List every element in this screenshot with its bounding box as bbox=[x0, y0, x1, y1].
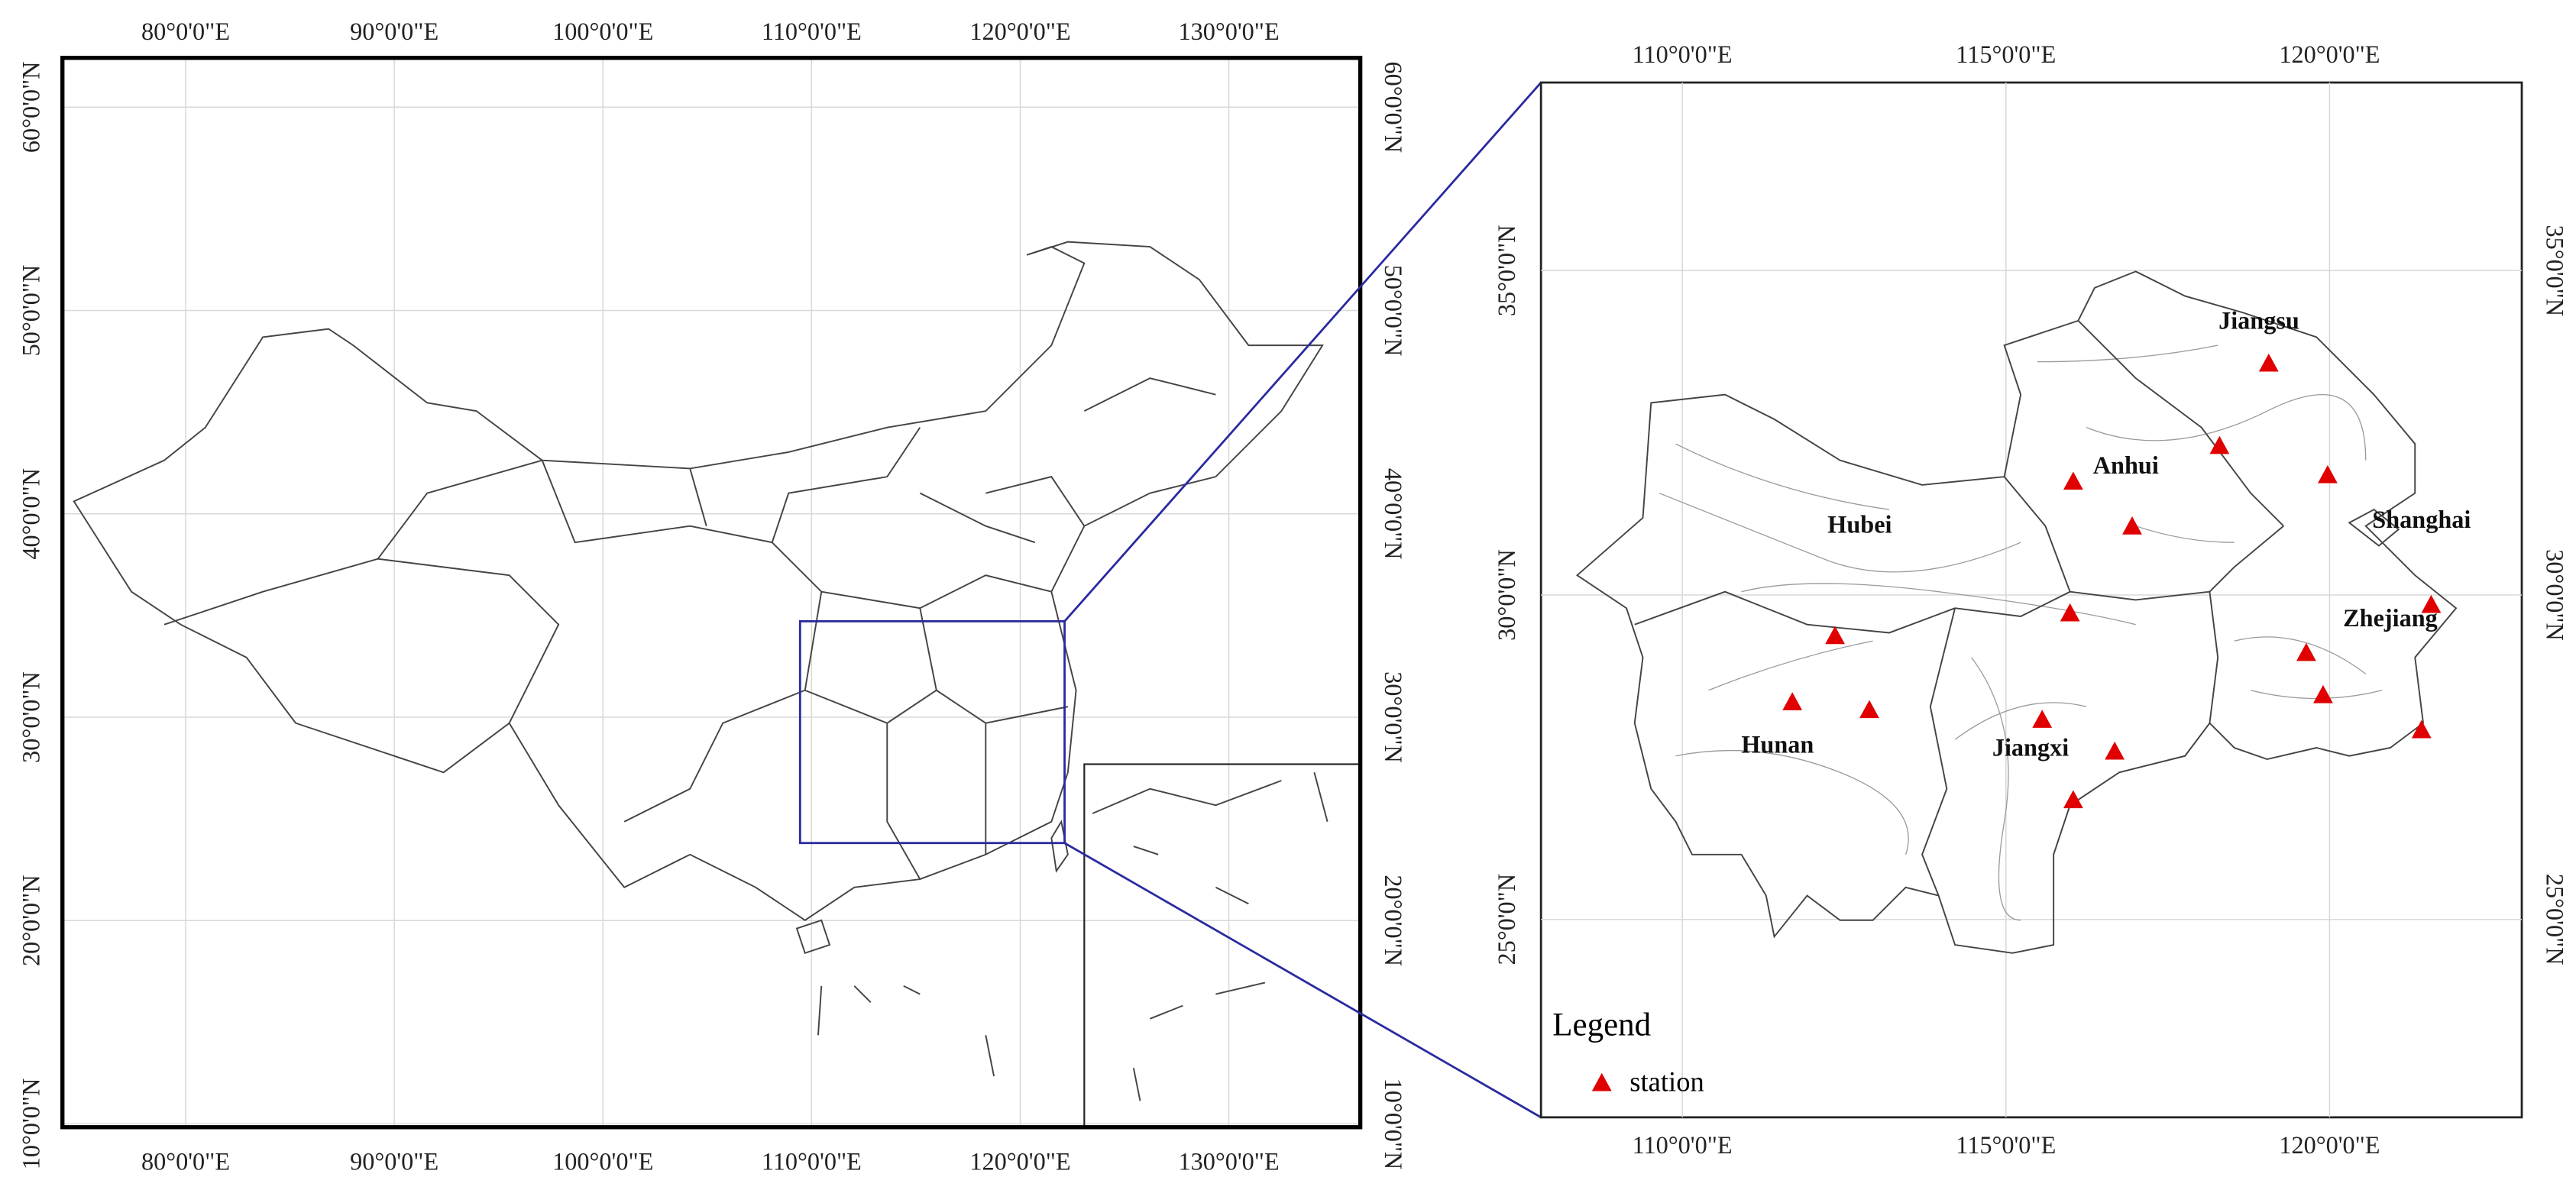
x-tick-label: 100°0'0"E bbox=[552, 18, 653, 45]
y-tick-label: 30°0'0"N bbox=[1380, 671, 1407, 763]
x-tick-label: 90°0'0"E bbox=[350, 18, 439, 45]
x-tick-label: 90°0'0"E bbox=[350, 1148, 439, 1175]
x-tick-label: 80°0'0"E bbox=[141, 18, 230, 45]
x-tick-label: 100°0'0"E bbox=[552, 1148, 653, 1175]
right-frame bbox=[1539, 81, 2523, 1119]
province-label: Jiangxi bbox=[1992, 734, 2069, 762]
station bbox=[2296, 642, 2316, 661]
inset-frame bbox=[1083, 763, 1361, 1128]
x-tick-label: 115°0'0"E bbox=[1956, 1131, 2056, 1159]
province-label: Zhejiang bbox=[2343, 604, 2438, 632]
y-tick-label: 25°0'0"N bbox=[2541, 874, 2568, 965]
province-label: Anhui bbox=[2093, 451, 2159, 479]
labels: 80°0'0"E 80°0'0"E 90°0'0"E 90°0'0"E 100°0'0"… bbox=[18, 18, 2569, 1175]
x-tick-label: 130°0'0"E bbox=[1178, 18, 1279, 45]
province-borders bbox=[1634, 320, 2400, 896]
x-tick-label: 110°0'0"E bbox=[1633, 40, 1733, 68]
legend-symbol bbox=[1591, 1072, 1612, 1091]
station bbox=[1782, 692, 1803, 710]
station bbox=[2122, 516, 2142, 535]
station bbox=[2105, 741, 2125, 760]
province-borders bbox=[163, 377, 1216, 880]
y-tick-label: 35°0'0"N bbox=[2541, 225, 2568, 316]
y-tick-label: 60°0'0"N bbox=[18, 61, 45, 153]
y-tick-label: 20°0'0"N bbox=[18, 875, 45, 966]
y-tick-label: 40°0'0"N bbox=[18, 468, 45, 560]
y-tick-label: 35°0'0"N bbox=[1493, 225, 1520, 316]
hainan bbox=[795, 919, 831, 955]
x-tick-label: 120°0'0"E bbox=[969, 1148, 1070, 1175]
y-tick-label: 30°0'0"N bbox=[18, 671, 45, 763]
station bbox=[2317, 464, 2338, 483]
study-area-box bbox=[798, 620, 1066, 845]
x-tick-label: 110°0'0"E bbox=[1633, 1131, 1733, 1159]
china-outline bbox=[73, 241, 1324, 921]
x-tick-label: 110°0'0"E bbox=[762, 18, 862, 45]
y-tick-label: 25°0'0"N bbox=[1493, 874, 1520, 965]
grid bbox=[1541, 82, 2523, 1117]
station bbox=[2063, 790, 2083, 809]
station bbox=[2060, 603, 2080, 622]
connector bbox=[1063, 842, 1542, 1119]
x-tick-label: 80°0'0"E bbox=[141, 1148, 230, 1175]
region-outline bbox=[1575, 270, 2458, 954]
province-label: Hubei bbox=[1827, 510, 1892, 538]
station bbox=[2032, 710, 2053, 728]
station bbox=[1859, 700, 1879, 719]
station bbox=[2209, 435, 2230, 454]
x-tick-label: 120°0'0"E bbox=[969, 18, 1070, 45]
station bbox=[2411, 719, 2432, 739]
station bbox=[2421, 594, 2442, 613]
y-tick-label: 50°0'0"N bbox=[1380, 265, 1407, 357]
taiwan bbox=[1050, 820, 1069, 873]
y-tick-label: 30°0'0"N bbox=[2541, 549, 2568, 641]
y-tick-label: 60°0'0"N bbox=[1380, 61, 1407, 153]
province-label: Jiangsu bbox=[2218, 307, 2299, 335]
province-label: Shanghai bbox=[2372, 506, 2471, 533]
x-tick-label: 130°0'0"E bbox=[1178, 1148, 1279, 1175]
y-tick-label: 50°0'0"N bbox=[18, 265, 45, 357]
y-tick-label: 10°0'0"N bbox=[18, 1078, 45, 1170]
legend-item: station bbox=[1629, 1066, 1704, 1097]
y-tick-label: 30°0'0"N bbox=[1493, 549, 1520, 641]
station bbox=[1825, 626, 1845, 645]
y-tick-label: 20°0'0"N bbox=[1380, 875, 1407, 966]
x-tick-label: 120°0'0"E bbox=[2279, 40, 2380, 68]
legend-title: Legend bbox=[1552, 1007, 1651, 1043]
y-tick-label: 10°0'0"N bbox=[1380, 1078, 1407, 1170]
y-tick-label: 40°0'0"N bbox=[1380, 468, 1407, 560]
province-label: Hunan bbox=[1741, 730, 1814, 758]
x-tick-label: 120°0'0"E bbox=[2279, 1131, 2380, 1159]
left-frame bbox=[60, 56, 1363, 1130]
station bbox=[2313, 684, 2333, 703]
station bbox=[2258, 353, 2279, 372]
x-tick-label: 115°0'0"E bbox=[1956, 40, 2056, 68]
connector bbox=[1063, 82, 1542, 622]
inset-islands bbox=[817, 772, 1328, 1101]
station bbox=[2063, 471, 2083, 490]
grid bbox=[62, 57, 1361, 1127]
x-tick-label: 110°0'0"E bbox=[762, 1148, 862, 1175]
